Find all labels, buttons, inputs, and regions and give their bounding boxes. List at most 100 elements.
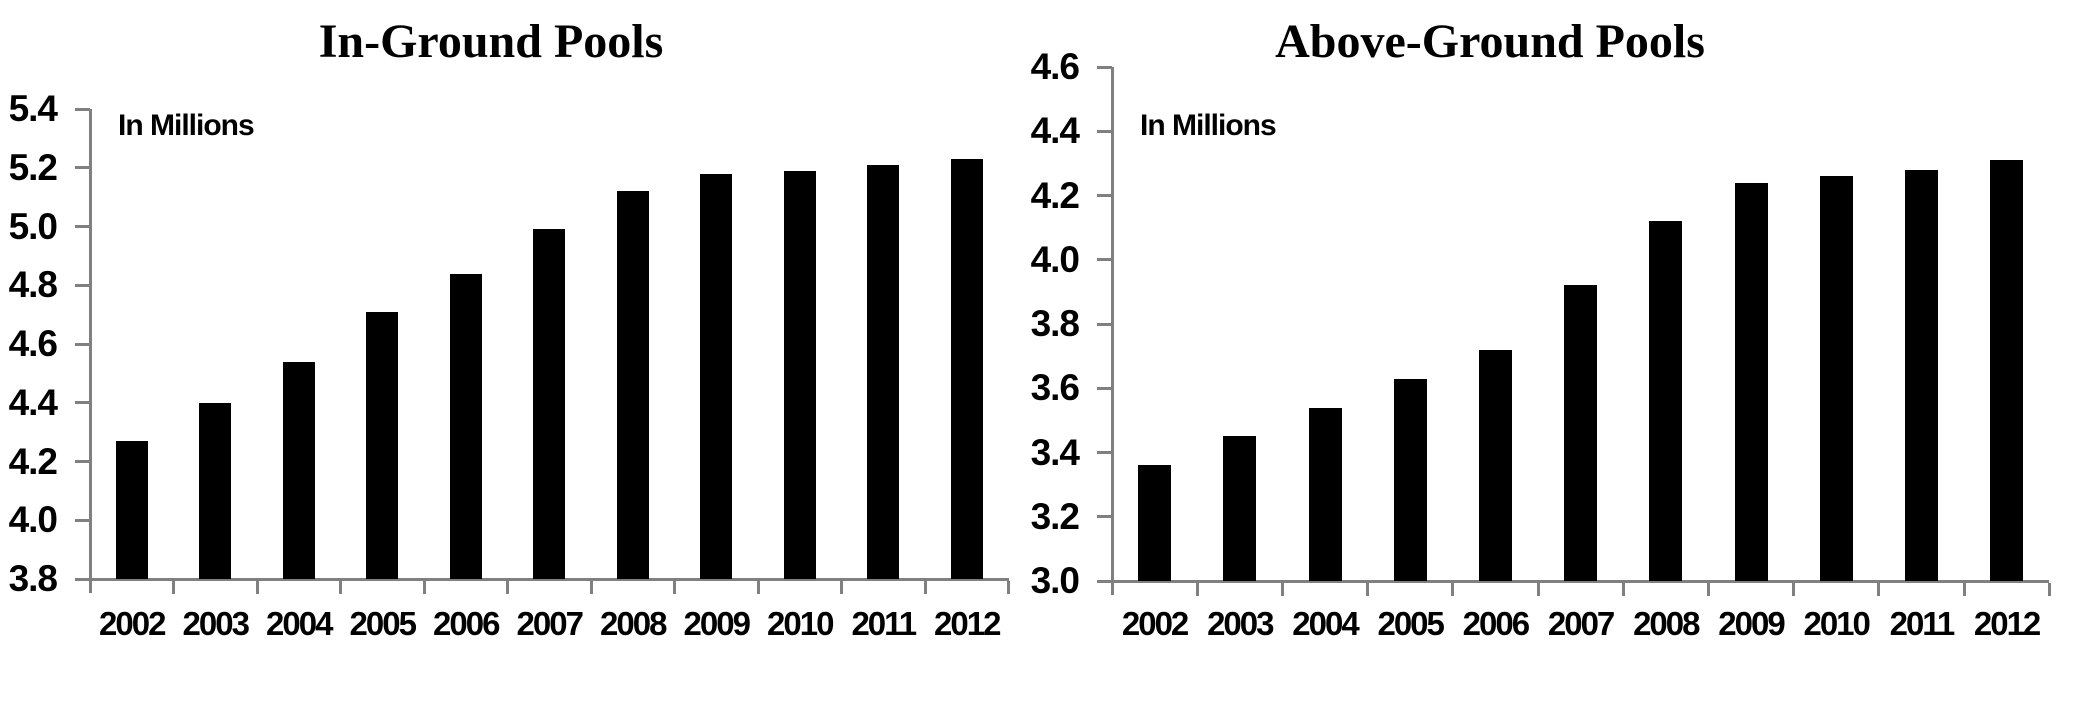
x-tick-mark	[1792, 582, 1796, 596]
x-tick-mark	[673, 580, 676, 594]
x-tick-label: 2010	[1803, 605, 1870, 642]
bar-2003	[1223, 436, 1257, 581]
y-tick-label: 4.4	[1030, 110, 1080, 152]
y-tick-mark	[1097, 258, 1112, 262]
chart-title-above-ground: Above-Ground Pools	[1275, 15, 1705, 68]
x-tick-label: 2006	[433, 605, 500, 642]
x-tick-mark	[1706, 582, 1710, 596]
x-tick-label: 2009	[683, 605, 751, 642]
bar-2009	[1734, 182, 1768, 581]
x-tick-mark	[1536, 582, 1540, 596]
y-tick-label: 4.2	[1030, 174, 1080, 216]
x-tick-label: 2010	[767, 605, 834, 642]
x-tick-mark	[1195, 582, 1199, 596]
bar-2010	[1819, 176, 1853, 581]
x-tick-mark	[1451, 582, 1455, 596]
y-tick-mark	[75, 577, 90, 581]
bar-2005	[366, 311, 399, 579]
x-tick-mark	[1007, 580, 1010, 594]
x-tick-label: 2004	[1292, 605, 1359, 642]
x-tick-label: 2003	[182, 605, 250, 642]
x-tick-mark	[1621, 582, 1625, 596]
x-tick-mark	[756, 580, 760, 594]
y-axis-line	[88, 109, 92, 593]
y-tick-mark	[1097, 129, 1112, 133]
y-axis-line	[1110, 67, 1114, 595]
y-tick-label: 5.4	[8, 88, 58, 129]
x-tick-mark	[840, 580, 843, 594]
x-tick-label: 2011	[851, 605, 917, 642]
y-tick-label: 4.6	[8, 323, 58, 364]
y-tick-mark	[1097, 386, 1112, 390]
bar-2009	[700, 173, 733, 579]
y-tick-label: 4.4	[8, 381, 58, 423]
units-note-in-ground: In Millions	[118, 109, 255, 142]
y-tick-mark	[1097, 194, 1112, 197]
x-tick-label: 2012	[934, 605, 1001, 642]
x-tick-mark	[422, 580, 426, 594]
y-tick-label: 3.2	[1030, 495, 1080, 537]
y-tick-mark	[75, 460, 90, 463]
x-tick-label: 2003	[1207, 605, 1274, 642]
x-tick-mark	[923, 580, 927, 594]
y-tick-mark	[75, 225, 90, 228]
bar-2010	[783, 170, 816, 579]
y-tick-label: 4.0	[8, 499, 58, 541]
x-tick-label: 2007	[1547, 605, 1615, 642]
bar-2004	[1308, 407, 1342, 581]
bar-2011	[867, 164, 900, 579]
bar-2002	[1138, 465, 1172, 581]
x-tick-label: 2006	[1462, 605, 1530, 642]
x-tick-mark	[172, 580, 175, 594]
y-tick-mark	[75, 283, 90, 287]
x-tick-mark	[1366, 582, 1370, 596]
x-tick-label: 2008	[600, 605, 667, 642]
y-tick-label: 4.0	[1030, 238, 1080, 280]
x-tick-mark	[1877, 582, 1881, 596]
y-tick-mark	[1097, 65, 1112, 69]
y-tick-mark	[1097, 515, 1112, 519]
x-tick-label: 2012	[1973, 605, 2041, 642]
bar-2008	[616, 191, 649, 579]
bar-2006	[1478, 349, 1512, 581]
x-tick-label: 2009	[1718, 605, 1785, 642]
x-tick-label: 2002	[99, 605, 166, 642]
x-tick-mark	[506, 580, 509, 594]
x-tick-mark	[589, 580, 593, 594]
y-tick-label: 4.6	[1030, 46, 1080, 87]
x-axis-line	[75, 577, 1009, 581]
y-tick-mark	[75, 342, 90, 346]
x-tick-mark	[255, 580, 259, 594]
y-tick-mark	[1097, 322, 1112, 326]
x-tick-label: 2004	[266, 605, 333, 642]
y-tick-mark	[75, 107, 90, 111]
bar-2005	[1393, 378, 1427, 581]
bar-2012	[950, 158, 983, 579]
y-tick-label: 3.0	[1030, 560, 1080, 601]
x-tick-label: 2008	[1633, 605, 1700, 642]
y-tick-mark	[1097, 579, 1112, 583]
bar-2007	[533, 229, 566, 579]
y-tick-label: 3.6	[1030, 367, 1080, 409]
y-tick-label: 4.8	[8, 264, 58, 306]
x-tick-label: 2005	[1377, 605, 1444, 642]
bar-2008	[1649, 221, 1683, 581]
bar-2007	[1564, 285, 1598, 581]
x-tick-mark	[2047, 582, 2051, 596]
y-tick-label: 3.8	[8, 558, 58, 599]
y-tick-label: 4.2	[8, 440, 58, 482]
units-note-above-ground: In Millions	[1140, 109, 1277, 142]
x-tick-mark	[339, 580, 342, 594]
x-tick-label: 2007	[516, 605, 584, 642]
bar-2012	[1990, 160, 2024, 581]
y-tick-mark	[1097, 451, 1112, 454]
bar-2003	[199, 402, 232, 579]
x-tick-mark	[1962, 582, 1966, 596]
y-tick-label: 5.2	[8, 146, 58, 188]
y-tick-mark	[75, 166, 90, 170]
chart-title-in-ground: In-Ground Pools	[318, 15, 664, 68]
bar-2004	[282, 361, 315, 579]
bar-2011	[1904, 169, 1938, 581]
bar-2002	[115, 440, 148, 579]
y-tick-mark	[75, 518, 90, 522]
